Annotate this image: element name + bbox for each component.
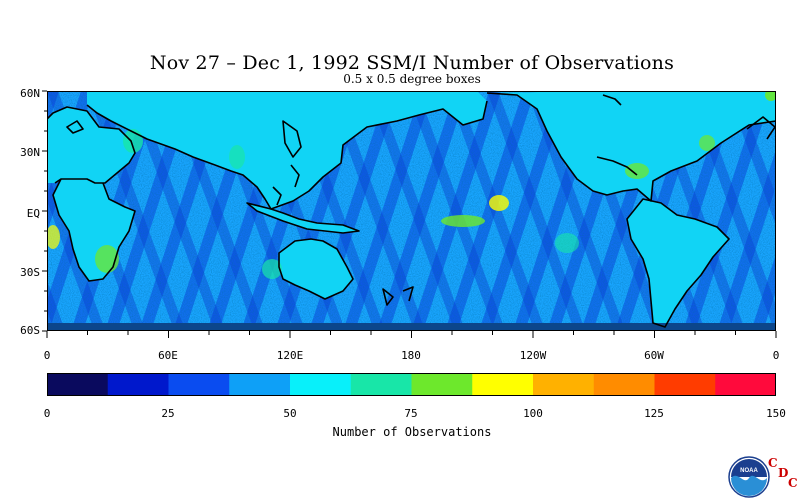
colorbar-swatch [168, 373, 230, 396]
lat-label-30s: 30S [20, 266, 40, 279]
colorbar-swatch [290, 373, 352, 396]
lon-label-0-right: 0 [772, 349, 780, 362]
colorbar-label-125: 125 [644, 407, 664, 420]
colorbar-label-100: 100 [523, 407, 543, 420]
colorbar-swatch [654, 373, 716, 396]
lat-label-eq: EQ [26, 207, 40, 220]
map-frame [47, 91, 776, 331]
lon-label-60e: 60E [158, 349, 178, 362]
colorbar-swatch [229, 373, 291, 396]
colorbar-label-0: 0 [43, 407, 51, 420]
colorbar-swatch [533, 373, 595, 396]
cdc-letter-2: D [778, 466, 789, 480]
hotspots [47, 91, 776, 279]
lon-label-120w: 120W [519, 349, 547, 362]
colorbar-frame [47, 373, 776, 396]
colorbar-swatch [472, 373, 534, 396]
colorbar-label-25: 25 [161, 407, 175, 420]
colorbar-swatch [107, 373, 169, 396]
colorbar-swatch [715, 373, 776, 396]
antarctic-edge [47, 323, 776, 331]
lat-label-60s: 60S [20, 324, 40, 337]
lat-label-60n: 60N [20, 87, 40, 100]
figure-subtitle: 0.5 x 0.5 degree boxes [343, 72, 481, 86]
cdc-letter-1: C [768, 456, 778, 470]
colorbar-label-50: 50 [283, 407, 297, 420]
noaa-logo: NOAA [728, 456, 770, 498]
noaa-badge-text: NOAA [740, 468, 758, 474]
lon-label-180: 180 [401, 349, 421, 362]
figure-title: Nov 27 – Dec 1, 1992 SSM/I Number of Obs… [149, 52, 675, 74]
observation-map [47, 91, 776, 331]
lon-label-60w: 60W [644, 349, 664, 362]
colorbar-swatch [47, 373, 109, 396]
lon-label-120e: 120E [276, 349, 304, 362]
coastlines [47, 92, 776, 328]
lat-label-30n: 30N [20, 146, 40, 159]
lon-label-0: 0 [43, 349, 51, 362]
colorbar-label-75: 75 [404, 407, 418, 420]
colorbar-swatch [411, 373, 473, 396]
colorbar [47, 373, 776, 396]
colorbar-title: Number of Observations [332, 425, 492, 439]
colorbar-swatch [350, 373, 412, 396]
colorbar-swatch [593, 373, 655, 396]
colorbar-label-150: 150 [766, 407, 786, 420]
cdc-letter-3: C [788, 476, 798, 490]
